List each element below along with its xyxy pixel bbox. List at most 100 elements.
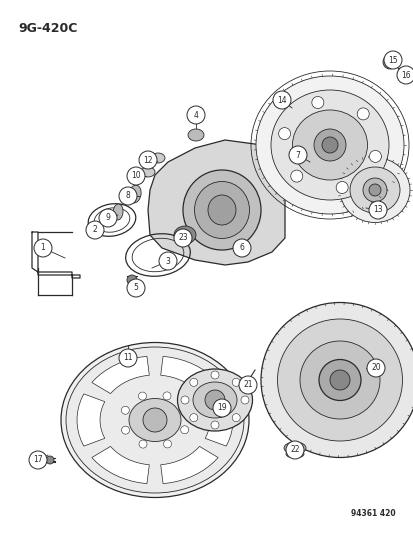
Circle shape [212,399,230,417]
Circle shape [368,150,380,163]
Text: 23: 23 [178,233,188,243]
Circle shape [127,275,137,285]
Text: 5: 5 [133,284,138,293]
Text: 1: 1 [40,244,45,253]
Circle shape [366,359,384,377]
Circle shape [180,396,189,404]
Ellipse shape [283,442,305,454]
Ellipse shape [66,347,243,493]
Circle shape [356,108,368,120]
Text: 4: 4 [193,110,198,119]
Circle shape [29,451,47,469]
Circle shape [311,96,323,109]
Text: 17: 17 [33,456,43,464]
Polygon shape [160,447,218,483]
Ellipse shape [128,185,141,203]
Circle shape [335,182,347,193]
Ellipse shape [329,370,349,390]
Circle shape [232,378,240,386]
Circle shape [138,392,146,400]
Text: 3: 3 [165,256,170,265]
Ellipse shape [194,182,249,238]
Ellipse shape [277,319,401,441]
Circle shape [173,229,192,247]
Circle shape [313,129,345,161]
Circle shape [159,252,177,270]
Circle shape [86,221,104,239]
Circle shape [163,392,171,400]
Text: 22: 22 [290,446,299,455]
Circle shape [180,406,188,414]
Text: 6: 6 [239,244,244,253]
Text: 12: 12 [143,156,152,165]
Text: 20: 20 [370,364,380,373]
Circle shape [238,376,256,394]
Circle shape [99,209,117,227]
Ellipse shape [183,170,260,250]
Ellipse shape [151,153,165,163]
Ellipse shape [192,382,236,418]
Ellipse shape [339,157,409,222]
Ellipse shape [129,399,180,441]
Circle shape [119,187,137,205]
Text: 2: 2 [93,225,97,235]
Circle shape [180,426,188,434]
Circle shape [189,378,197,386]
Circle shape [46,456,54,464]
Polygon shape [205,394,233,446]
Circle shape [362,178,386,202]
Circle shape [211,421,218,429]
Ellipse shape [285,450,303,458]
Text: 14: 14 [277,95,286,104]
Text: 10: 10 [131,172,140,181]
Text: 13: 13 [372,206,382,214]
Circle shape [278,127,290,140]
Ellipse shape [349,167,399,213]
Circle shape [163,440,171,448]
Circle shape [121,426,129,434]
Circle shape [232,414,240,422]
Circle shape [290,170,302,182]
Polygon shape [77,394,104,446]
Ellipse shape [141,167,154,177]
Circle shape [34,239,52,257]
Ellipse shape [292,110,367,180]
Text: 21: 21 [243,381,252,390]
Text: 9G-420C: 9G-420C [18,22,77,35]
Text: 8: 8 [125,191,130,200]
Ellipse shape [255,76,403,214]
Ellipse shape [318,359,360,400]
Circle shape [368,201,386,219]
Ellipse shape [61,343,248,497]
Ellipse shape [173,226,195,244]
Ellipse shape [299,341,379,419]
Circle shape [383,51,401,69]
Text: 16: 16 [400,70,410,79]
Text: 11: 11 [123,353,133,362]
Circle shape [142,408,166,432]
Circle shape [204,390,224,410]
Circle shape [382,55,396,69]
Circle shape [121,406,129,414]
Circle shape [368,184,380,196]
Circle shape [139,440,147,448]
Text: 9: 9 [105,214,110,222]
Circle shape [321,137,337,153]
Text: 94361 420: 94361 420 [351,509,395,518]
Circle shape [187,106,204,124]
Circle shape [189,414,197,422]
Circle shape [240,396,248,404]
Text: 7: 7 [295,150,300,159]
Circle shape [127,167,145,185]
Ellipse shape [260,303,413,457]
Ellipse shape [113,204,123,220]
Circle shape [139,151,157,169]
Circle shape [396,66,413,84]
Polygon shape [147,140,284,265]
Circle shape [244,378,254,388]
Circle shape [397,68,407,78]
Ellipse shape [188,129,204,141]
Circle shape [119,349,137,367]
Polygon shape [92,447,149,483]
Circle shape [288,146,306,164]
